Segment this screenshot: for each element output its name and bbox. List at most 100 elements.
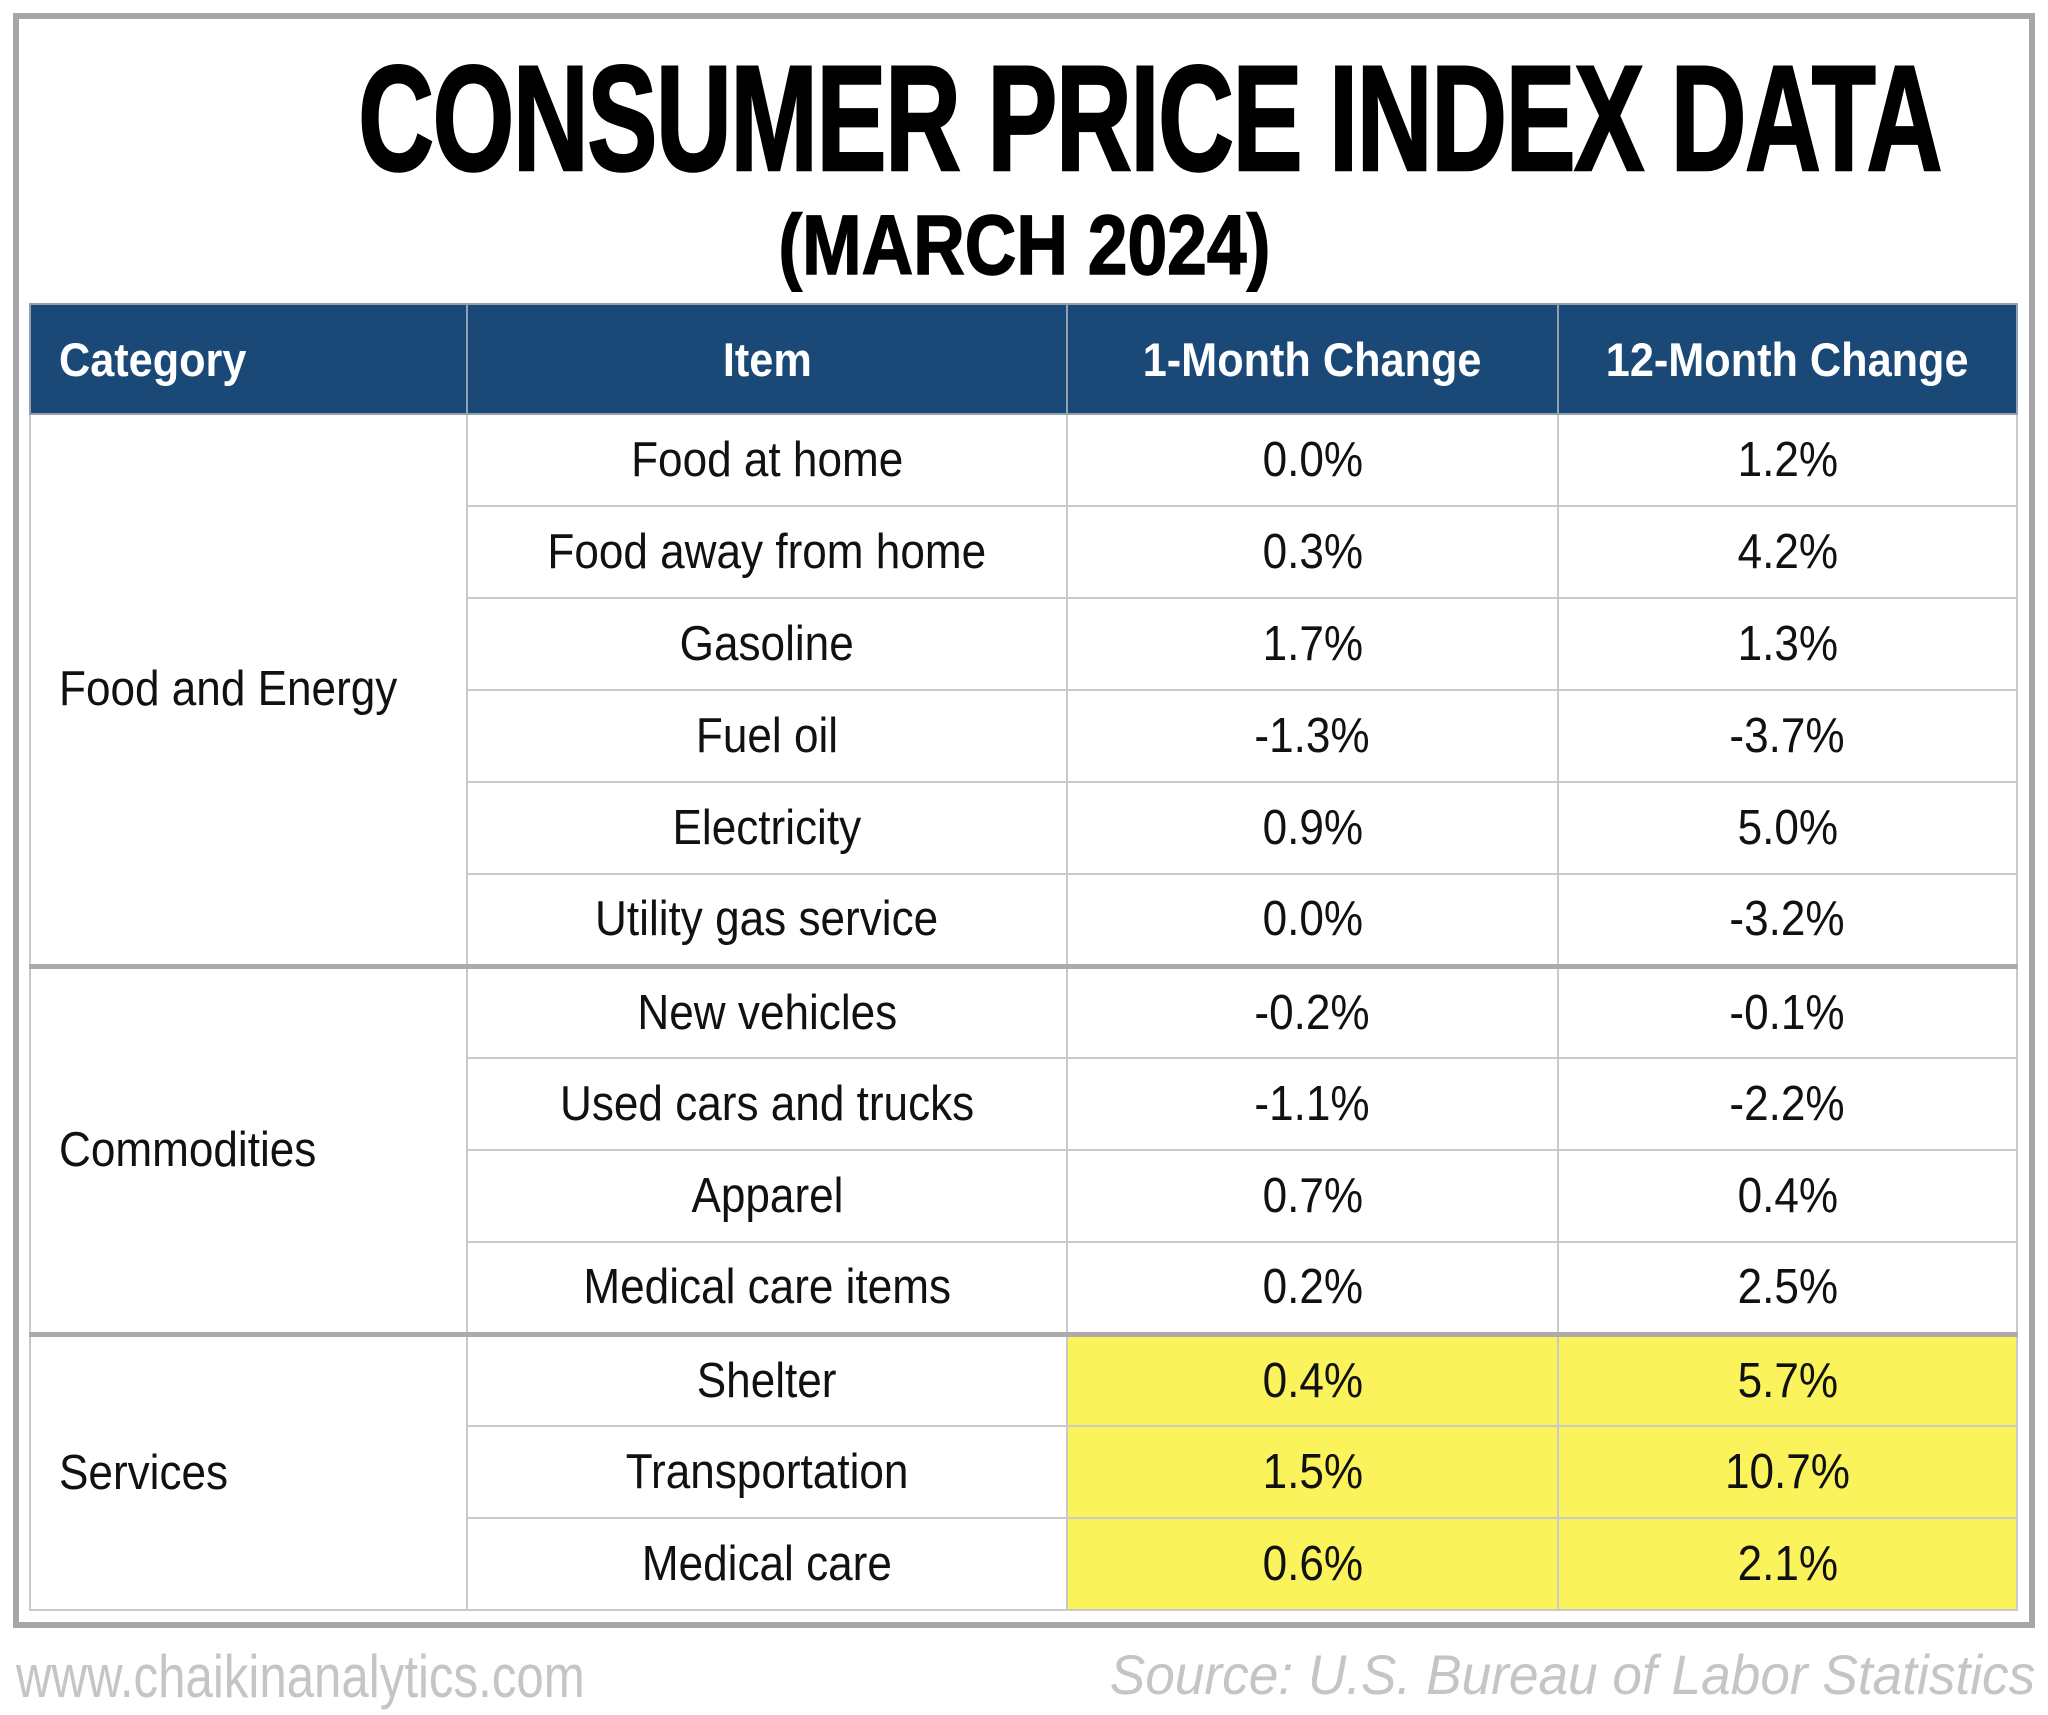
item-cell: Electricity [466,781,1068,875]
value-12month: 2.5% [1737,1260,1838,1315]
value-1month: -1.3% [1254,709,1371,763]
page-subtitle: (MARCH 2024) [777,198,1270,292]
value-12month: 1.2% [1737,433,1838,487]
value-1month: 0.7% [1262,1169,1363,1223]
value-12month: 1.3% [1737,617,1838,671]
value-cell-1month: 0.0% [1066,413,1559,507]
value-1month: 0.4% [1262,1353,1363,1408]
table-row: Food and Energy Food at home 0.0% 1.2% [29,413,2018,967]
value-cell-1month-highlighted: 1.5% [1066,1425,1559,1519]
footer-source-text: Source: U.S. Bureau of Labor Statistics [1109,1643,2035,1706]
value-12month: -3.7% [1729,709,1846,763]
value-12month: 5.7% [1737,1353,1838,1408]
group-food-and-energy: Food and Energy Food at home 0.0% 1.2% F… [29,413,2018,967]
value-1month: 0.3% [1262,525,1363,579]
group-services: Services Shelter 0.4% 5.7% Transportatio… [29,1333,2018,1611]
value-cell-1month: 1.7% [1066,597,1559,691]
header-row: Category Item 1-Month Change 12-Month Ch… [29,303,2018,415]
table-row: Utility gas service 0.0% -3.2% [30,873,2018,967]
item-cell: Used cars and trucks [466,1057,1068,1151]
value-cell-12month: 0.4% [1557,1149,2018,1243]
value-cell-1month: -0.2% [1066,965,1559,1059]
table-header: Category Item 1-Month Change 12-Month Ch… [29,303,2018,415]
value-cell-1month-highlighted: 0.4% [1066,1333,1559,1427]
value-cell-12month: -3.7% [1557,689,2018,783]
value-1month: 0.2% [1262,1260,1363,1315]
value-cell-12month: 2.5% [1557,1241,2018,1335]
value-1month: -0.2% [1254,985,1371,1040]
table-row: Medical care items 0.2% 2.5% [30,1241,2018,1335]
item-cell: Fuel oil [466,689,1068,783]
item-cell: Shelter [466,1333,1068,1427]
group-commodities: Commodities New vehicles -0.2% -0.1% Use… [29,965,2018,1335]
subtitle-row: (MARCH 2024) [19,198,2029,292]
value-cell-1month: 0.9% [1066,781,1559,875]
item-cell: Medical care items [466,1241,1068,1335]
item-label: Electricity [672,801,862,855]
header-cell-12month: 12-Month Change [1557,303,2018,415]
table-row: Medical care 0.6% 2.1% [30,1517,2018,1611]
category-label: Services [59,1445,229,1500]
value-12month: -3.2% [1729,892,1846,947]
value-cell-1month: 0.7% [1066,1149,1559,1243]
title-row: CONSUMER PRICE INDEX DATA [19,34,2029,202]
item-label: Fuel oil [695,709,839,763]
item-cell: Gasoline [466,597,1068,691]
footer-website-text: www.chaikinanalytics.com [16,1643,585,1710]
value-1month: 0.6% [1262,1537,1363,1591]
value-cell-1month: -1.1% [1066,1057,1559,1151]
cpi-table: Category Item 1-Month Change 12-Month Ch… [29,303,2018,1611]
value-cell-12month: -3.2% [1557,873,2018,967]
item-cell: Transportation [466,1425,1068,1519]
value-12month: 4.2% [1737,525,1838,579]
item-label: Apparel [690,1169,844,1223]
value-cell-12month-highlighted: 5.7% [1557,1333,2018,1427]
value-cell-1month: 0.0% [1066,873,1559,967]
item-label: Food away from home [547,525,987,579]
value-1month: 0.9% [1262,801,1363,855]
category-label: Food and Energy [59,662,398,717]
value-1month: 0.0% [1262,892,1363,947]
item-cell: Food away from home [466,505,1068,599]
content-frame: CONSUMER PRICE INDEX DATA (MARCH 2024) C… [13,13,2035,1628]
item-cell: Utility gas service [466,873,1068,967]
value-cell-12month: -2.2% [1557,1057,2018,1151]
value-cell-1month: 0.3% [1066,505,1559,599]
item-label: Utility gas service [595,892,939,947]
header-item-label: Item [722,332,812,386]
header-category-label: Category [59,332,247,386]
value-1month: -1.1% [1254,1077,1371,1131]
page-title: CONSUMER PRICE INDEX DATA [357,34,1943,202]
value-cell-1month-highlighted: 0.6% [1066,1517,1559,1611]
item-cell: Food at home [466,413,1068,507]
value-cell-12month: 1.3% [1557,597,2018,691]
item-cell: New vehicles [466,965,1068,1059]
value-12month: 10.7% [1724,1445,1851,1499]
category-label: Commodities [59,1123,317,1177]
item-label: New vehicles [637,985,897,1040]
table-row: Used cars and trucks -1.1% -2.2% [30,1057,2018,1151]
table-row: Fuel oil -1.3% -3.7% [30,689,2018,783]
footer: www.chaikinanalytics.com Source: U.S. Bu… [16,1642,2035,1711]
item-cell: Medical care [466,1517,1068,1611]
value-12month: 5.0% [1737,801,1838,855]
item-label: Medical care items [583,1260,951,1315]
item-cell: Apparel [466,1149,1068,1243]
value-12month: -2.2% [1729,1077,1846,1131]
header-12month-label: 12-Month Change [1606,332,1969,386]
value-1month: 1.7% [1262,617,1363,671]
value-12month: 0.4% [1737,1169,1838,1223]
value-cell-12month: 1.2% [1557,413,2018,507]
item-label: Used cars and trucks [559,1077,975,1131]
header-cell-item: Item [466,303,1068,415]
table-row: Services Shelter 0.4% 5.7% [29,1333,2018,1611]
value-cell-12month: 5.0% [1557,781,2018,875]
value-cell-12month: -0.1% [1557,965,2018,1059]
item-label: Shelter [697,1353,837,1408]
value-cell-12month-highlighted: 2.1% [1557,1517,2018,1611]
item-label: Gasoline [679,617,855,671]
value-cell-1month: -1.3% [1066,689,1559,783]
table-row: Food away from home 0.3% 4.2% [30,505,2018,599]
value-12month: 2.1% [1737,1537,1838,1591]
